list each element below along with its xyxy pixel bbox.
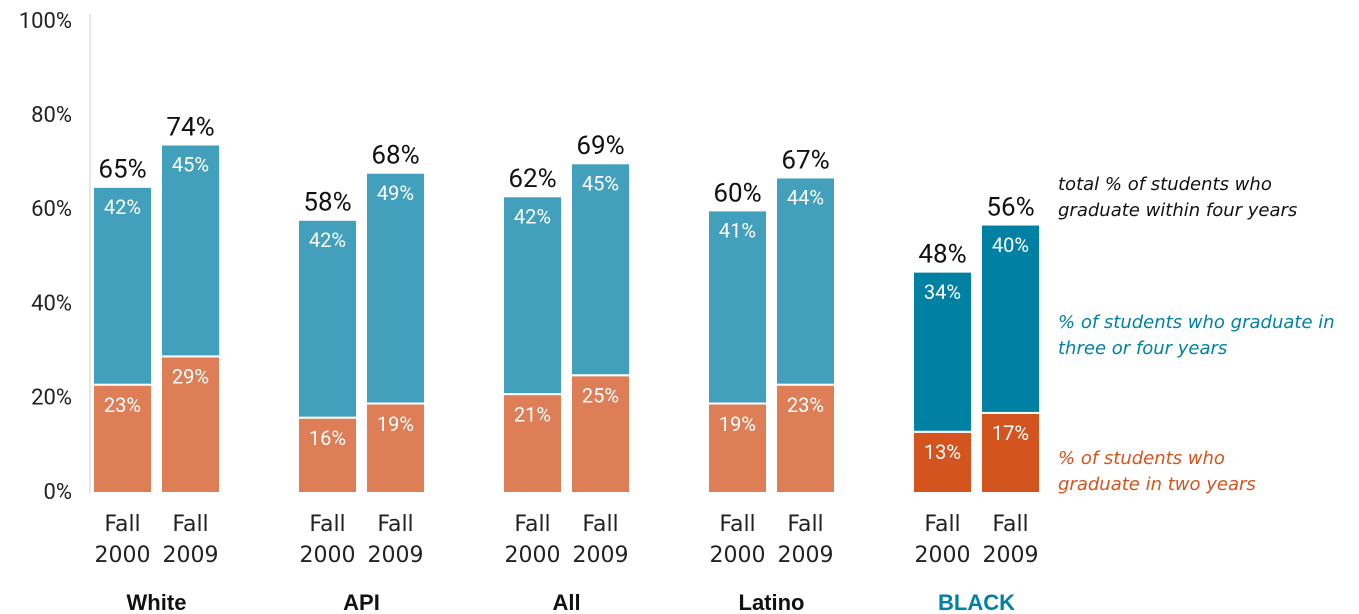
x-tick-label: Fall 2009	[982, 512, 1039, 568]
value-label: 13%	[924, 440, 961, 464]
bar-segment	[980, 411, 1041, 494]
x-tick-label: Fall 2000	[709, 512, 766, 568]
value-label: 42%	[104, 195, 141, 219]
total-label: 48%	[918, 240, 966, 270]
value-label: 19%	[719, 412, 756, 436]
total-label: 58%	[303, 188, 351, 218]
total-label: 62%	[508, 164, 556, 194]
bar-segment	[775, 383, 836, 495]
value-label: 49%	[377, 181, 414, 205]
group-label: BLACK	[938, 590, 1015, 614]
bar-segment	[570, 374, 631, 494]
value-label: 23%	[104, 393, 141, 417]
value-label: 40%	[992, 233, 1029, 257]
bar-segment	[570, 162, 631, 377]
value-label: 21%	[514, 402, 551, 426]
x-tick-label: Fall 2009	[572, 512, 629, 568]
x-tick-label: Fall 2000	[914, 512, 971, 568]
y-tick-label: 80%	[31, 103, 72, 128]
x-tick-label: Fall 2009	[367, 512, 424, 568]
x-tick-label: Fall 2000	[504, 512, 561, 568]
bar-segment	[92, 185, 153, 386]
bar-segment	[297, 218, 358, 419]
x-tick-label: Fall 2009	[162, 512, 219, 568]
legend-total: total % of students who graduate within …	[1058, 174, 1298, 221]
y-tick-label: 60%	[31, 197, 72, 222]
bar-segment	[502, 195, 563, 396]
bar-segment	[912, 270, 973, 433]
value-label: 34%	[924, 280, 961, 304]
x-tick-label: Fall 2000	[94, 512, 151, 568]
bar-segment	[980, 223, 1041, 414]
group-label: White	[126, 590, 187, 614]
y-tick-label: 40%	[31, 291, 72, 316]
bar-segment	[160, 143, 221, 358]
y-tick-label: 20%	[31, 386, 72, 411]
value-label: 45%	[172, 153, 209, 177]
value-label: 19%	[377, 412, 414, 436]
bar-segment	[365, 402, 426, 495]
bar-segment	[775, 176, 836, 386]
value-label: 29%	[172, 365, 209, 389]
total-label: 74%	[166, 112, 214, 142]
bar-segment	[707, 402, 768, 495]
legend-entry: % of students who graduate in two years	[1058, 448, 1256, 495]
group-label: Latino	[738, 590, 805, 614]
value-label: 45%	[582, 172, 619, 196]
value-label: 25%	[582, 384, 619, 408]
total-label: 67%	[781, 145, 829, 175]
bar-segment	[912, 430, 973, 494]
total-label: 65%	[98, 155, 146, 185]
group-label: API	[343, 590, 380, 614]
bar-segment	[707, 209, 768, 405]
value-label: 23%	[787, 393, 824, 417]
bar-segment	[365, 171, 426, 405]
value-label: 44%	[787, 186, 824, 210]
value-label: 41%	[719, 219, 756, 243]
group-label: All	[552, 590, 581, 614]
y-tick-label: 0%	[44, 480, 72, 505]
value-label: 42%	[309, 228, 346, 252]
total-label: 69%	[576, 131, 624, 161]
bar-segment	[160, 355, 221, 494]
legend-entry: % of students who graduate in three or f…	[1058, 312, 1335, 359]
value-label: 17%	[992, 421, 1029, 445]
bar-segment	[297, 416, 358, 495]
value-label: 16%	[309, 426, 346, 450]
total-label: 56%	[986, 192, 1034, 222]
total-label: 68%	[371, 141, 419, 171]
y-tick-label: 100%	[19, 9, 72, 34]
value-label: 42%	[514, 205, 551, 229]
x-tick-label: Fall 2009	[777, 512, 834, 568]
total-label: 60%	[713, 178, 761, 208]
x-tick-label: Fall 2000	[299, 512, 356, 568]
